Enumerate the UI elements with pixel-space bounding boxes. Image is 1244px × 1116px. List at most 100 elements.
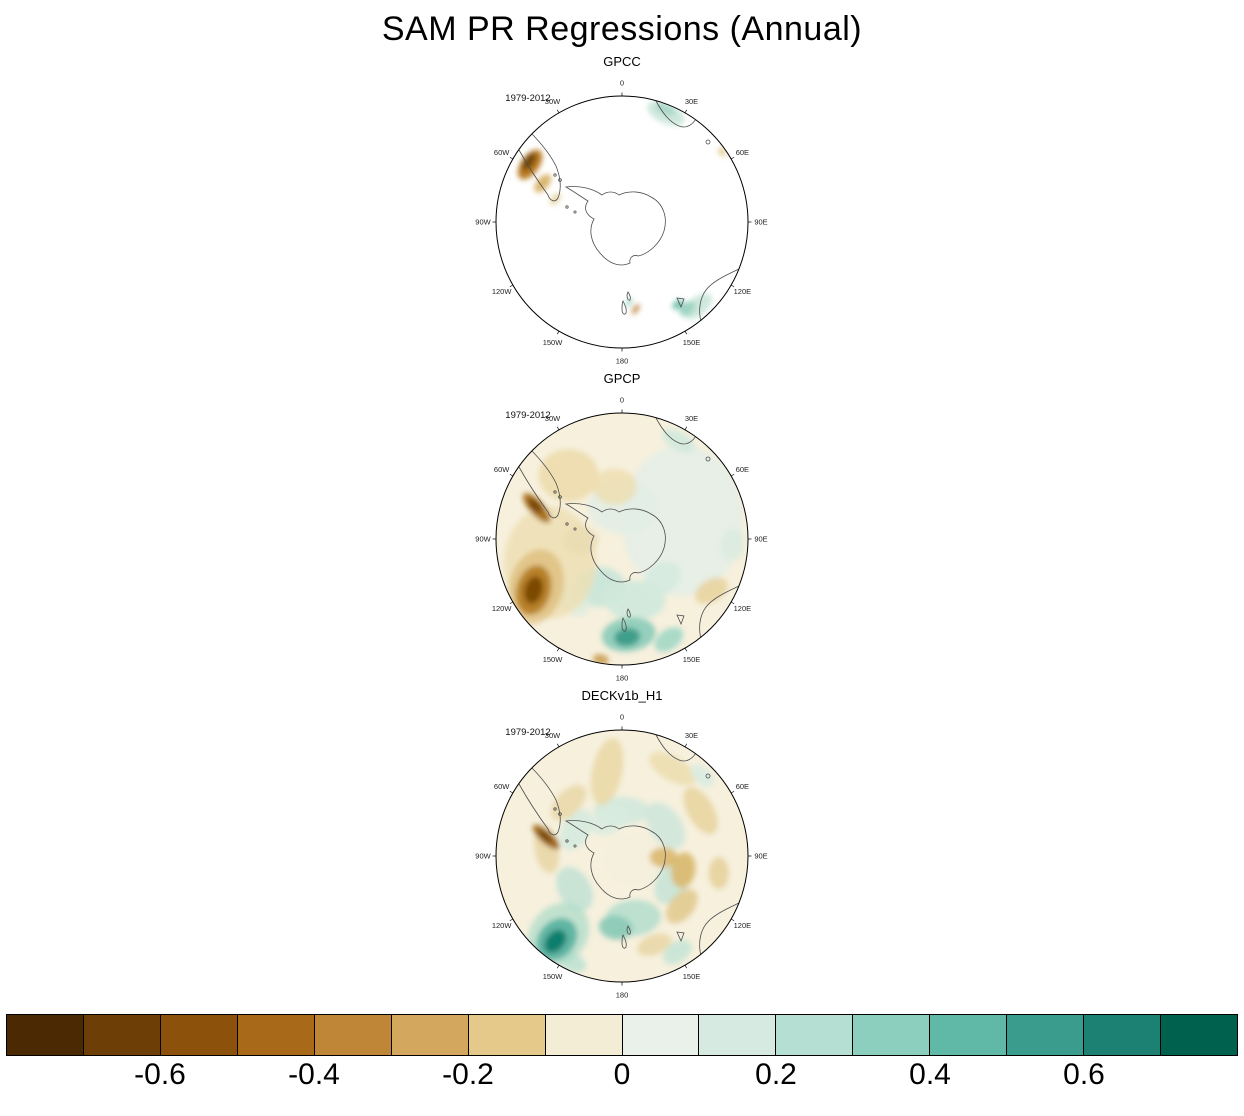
lon-label: 150E bbox=[683, 972, 701, 981]
lon-tick bbox=[556, 647, 560, 652]
period-label: 1979-2012 bbox=[505, 410, 550, 421]
panel-title-deckv1b-h1: DECKv1b_H1 bbox=[581, 688, 663, 703]
shading-blob bbox=[549, 193, 561, 205]
colorbar-segment bbox=[853, 1015, 931, 1055]
lon-label: 120E bbox=[734, 921, 752, 930]
shading-blob bbox=[631, 303, 640, 315]
lon-label: 90W bbox=[475, 218, 491, 227]
lon-tick bbox=[509, 473, 514, 477]
lon-tick bbox=[509, 284, 514, 288]
lon-label: 180 bbox=[616, 991, 629, 1000]
shading-blob bbox=[614, 628, 641, 647]
coastline-fragment bbox=[621, 934, 627, 949]
lon-tick bbox=[556, 109, 560, 114]
shading-blob bbox=[637, 933, 672, 957]
island bbox=[705, 773, 711, 779]
coastline-fragment bbox=[655, 734, 698, 762]
shading-blob bbox=[592, 468, 637, 505]
shading-blob bbox=[590, 738, 624, 806]
shading-blob bbox=[662, 429, 696, 453]
lon-label: 90E bbox=[754, 535, 767, 544]
lon-label: 90E bbox=[754, 218, 767, 227]
colorbar-segment bbox=[545, 1015, 623, 1055]
antarctica-coastline bbox=[564, 186, 666, 266]
lon-label: 30W bbox=[545, 731, 561, 740]
colorbar-tick: -0.4 bbox=[288, 1058, 340, 1091]
shading-blob bbox=[720, 528, 745, 561]
shading-blob bbox=[643, 561, 681, 597]
lon-label: 60W bbox=[494, 148, 510, 157]
shading-blob bbox=[690, 764, 714, 788]
lon-label: 90E bbox=[754, 852, 767, 861]
island bbox=[565, 839, 569, 843]
colorbar-tick: 0.2 bbox=[755, 1058, 797, 1091]
lon-label: 120E bbox=[734, 604, 752, 613]
panel-title-gpcp: GPCP bbox=[603, 371, 641, 386]
shading-blob bbox=[654, 627, 684, 652]
shading-blob bbox=[544, 929, 567, 953]
shading-blob bbox=[562, 526, 599, 555]
colorbar-tick: 0.4 bbox=[909, 1058, 951, 1091]
lon-tick bbox=[730, 601, 735, 605]
shading-blob bbox=[622, 445, 743, 596]
lon-label: 60E bbox=[736, 148, 749, 157]
island bbox=[565, 522, 569, 526]
lon-label: 120W bbox=[492, 921, 513, 930]
lon-tick bbox=[730, 918, 735, 922]
island bbox=[558, 812, 562, 816]
shading-blob bbox=[655, 102, 676, 116]
shading-blob bbox=[524, 576, 544, 604]
antarctica-coastline bbox=[564, 820, 666, 900]
lon-tick bbox=[730, 473, 735, 477]
lon-tick bbox=[556, 426, 560, 431]
period-label: 1979-2012 bbox=[505, 727, 550, 738]
lon-tick bbox=[684, 964, 688, 969]
colorbar bbox=[6, 1014, 1238, 1056]
island bbox=[553, 173, 557, 177]
map-panel-gpcp: GPCP 0 30E 60E 90E 120E 150E 180 150W 120W 90W 60W… bbox=[452, 370, 792, 687]
island bbox=[573, 527, 577, 531]
lon-label: 0 bbox=[620, 79, 624, 88]
lon-label: 120W bbox=[492, 604, 513, 613]
lon-label: 30W bbox=[545, 414, 561, 423]
lon-label: 30E bbox=[685, 414, 698, 423]
coastline-fragment bbox=[626, 608, 631, 618]
shading-blob bbox=[645, 802, 686, 849]
lon-tick bbox=[556, 964, 560, 969]
lon-label: 150W bbox=[543, 972, 564, 981]
colorbar-segment bbox=[83, 1015, 161, 1055]
lon-tick bbox=[684, 743, 688, 748]
shading-blob bbox=[538, 449, 599, 502]
shading-blob bbox=[528, 498, 542, 513]
lon-label: 30E bbox=[685, 731, 698, 740]
lon-label: 120W bbox=[492, 287, 513, 296]
lon-label: 30W bbox=[545, 97, 561, 106]
shading-blob bbox=[538, 830, 552, 843]
island bbox=[705, 139, 711, 145]
map-panel-deckv1b-h1: DECKv1b_H1 0 30E 60E 90E 120E 150E 180 150W 120W… bbox=[452, 687, 792, 1004]
lon-label: 30E bbox=[685, 97, 698, 106]
antarctica-coastline bbox=[564, 503, 666, 583]
polar-map-deckv1b-h1: 0 30E 60E 90E 120E 150E 180 150W 120W 90W 60W 30W19… bbox=[475, 713, 767, 1000]
shading-blob bbox=[625, 297, 633, 307]
lon-tick bbox=[684, 109, 688, 114]
shading-blob bbox=[708, 857, 729, 890]
colorbar-segment bbox=[699, 1015, 777, 1055]
period-label: 1979-2012 bbox=[505, 93, 550, 104]
shading-blob bbox=[671, 852, 696, 889]
colorbar-segment bbox=[622, 1015, 700, 1055]
shading-blob bbox=[598, 915, 633, 940]
coastline-fragment bbox=[518, 448, 561, 519]
colorbar-segment bbox=[7, 1015, 84, 1055]
lon-tick bbox=[556, 743, 560, 748]
colorbar-tick: -0.2 bbox=[442, 1058, 494, 1091]
island bbox=[553, 490, 557, 494]
colorbar-segment bbox=[1084, 1015, 1162, 1055]
coastline-fragment bbox=[518, 131, 561, 202]
figure-title: SAM PR Regressions (Annual) bbox=[381, 10, 863, 48]
lon-tick bbox=[730, 156, 735, 160]
shading-blob bbox=[672, 299, 683, 310]
coastline-fragment bbox=[518, 765, 561, 836]
lon-tick bbox=[730, 284, 735, 288]
lon-label: 60E bbox=[736, 782, 749, 791]
